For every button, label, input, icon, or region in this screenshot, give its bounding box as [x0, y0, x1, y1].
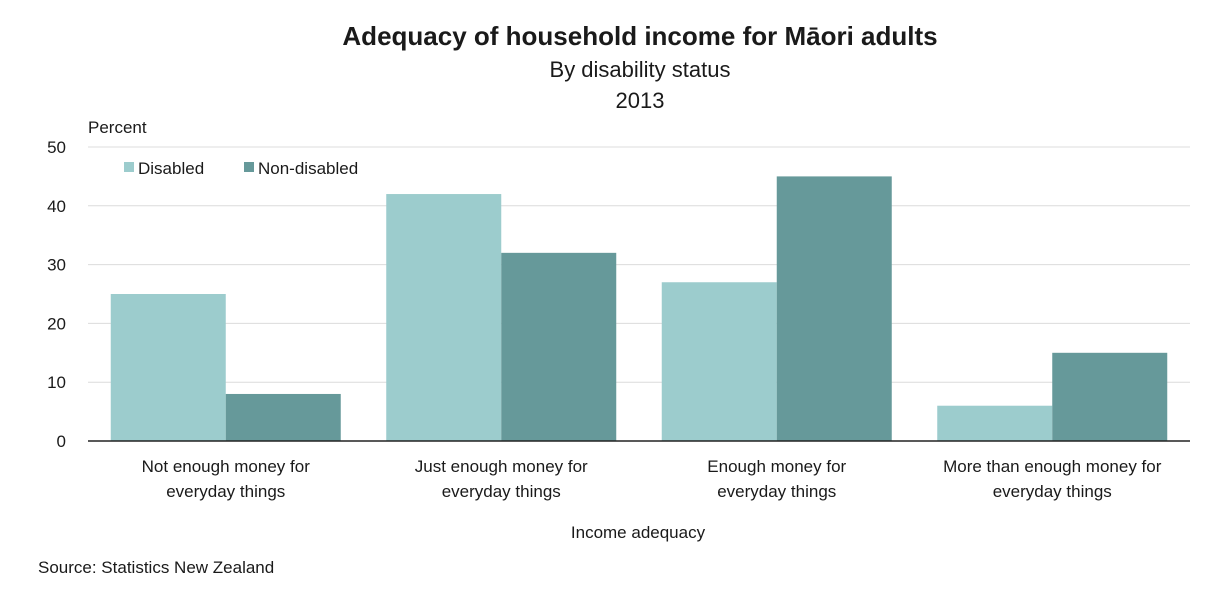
legend-label: Non-disabled [258, 159, 358, 178]
x-tick-label: everyday things [717, 482, 836, 501]
chart-year: 2013 [616, 88, 665, 113]
bar-non-disabled-1 [225, 393, 341, 441]
chart-title: Adequacy of household income for Māori a… [342, 21, 937, 51]
legend: Disabled Non-disabled [124, 159, 358, 178]
bar-disabled-4 [937, 405, 1053, 441]
x-tick-label: everyday things [166, 482, 285, 501]
bar-disabled-2 [386, 194, 502, 441]
x-tick-label: Not enough money for [142, 457, 311, 476]
bar-non-disabled-4 [1052, 352, 1168, 441]
x-tick-label: More than enough money for [943, 457, 1162, 476]
source-note: Source: Statistics New Zealand [38, 558, 274, 577]
y-tick-label: 10 [47, 373, 66, 392]
x-tick-label: everyday things [442, 482, 561, 501]
bar-non-disabled-3 [776, 176, 892, 441]
y-tick-label: 30 [47, 256, 66, 275]
y-axis-label: Percent [88, 118, 147, 137]
bars [110, 176, 1168, 441]
x-tick-label: Enough money for [707, 457, 846, 476]
x-tick-label: everyday things [993, 482, 1112, 501]
x-axis-label: Income adequacy [571, 523, 706, 542]
legend-swatch-disabled [124, 162, 134, 172]
bar-disabled-3 [661, 282, 777, 441]
gridlines [88, 146, 1190, 383]
legend-swatch-non-disabled [244, 162, 254, 172]
y-tick-label: 20 [47, 314, 66, 333]
y-tick-label: 40 [47, 197, 66, 216]
legend-label: Disabled [138, 159, 204, 178]
x-tick-label: Just enough money for [415, 457, 588, 476]
y-tick-label: 50 [47, 138, 66, 157]
chart-subtitle: By disability status [550, 57, 731, 82]
bar-disabled-1 [110, 294, 226, 441]
axes: 0 10 20 30 40 50 Not enough money for everyday … [47, 138, 1190, 501]
y-tick-label: 0 [57, 432, 66, 451]
bar-non-disabled-2 [501, 252, 617, 441]
